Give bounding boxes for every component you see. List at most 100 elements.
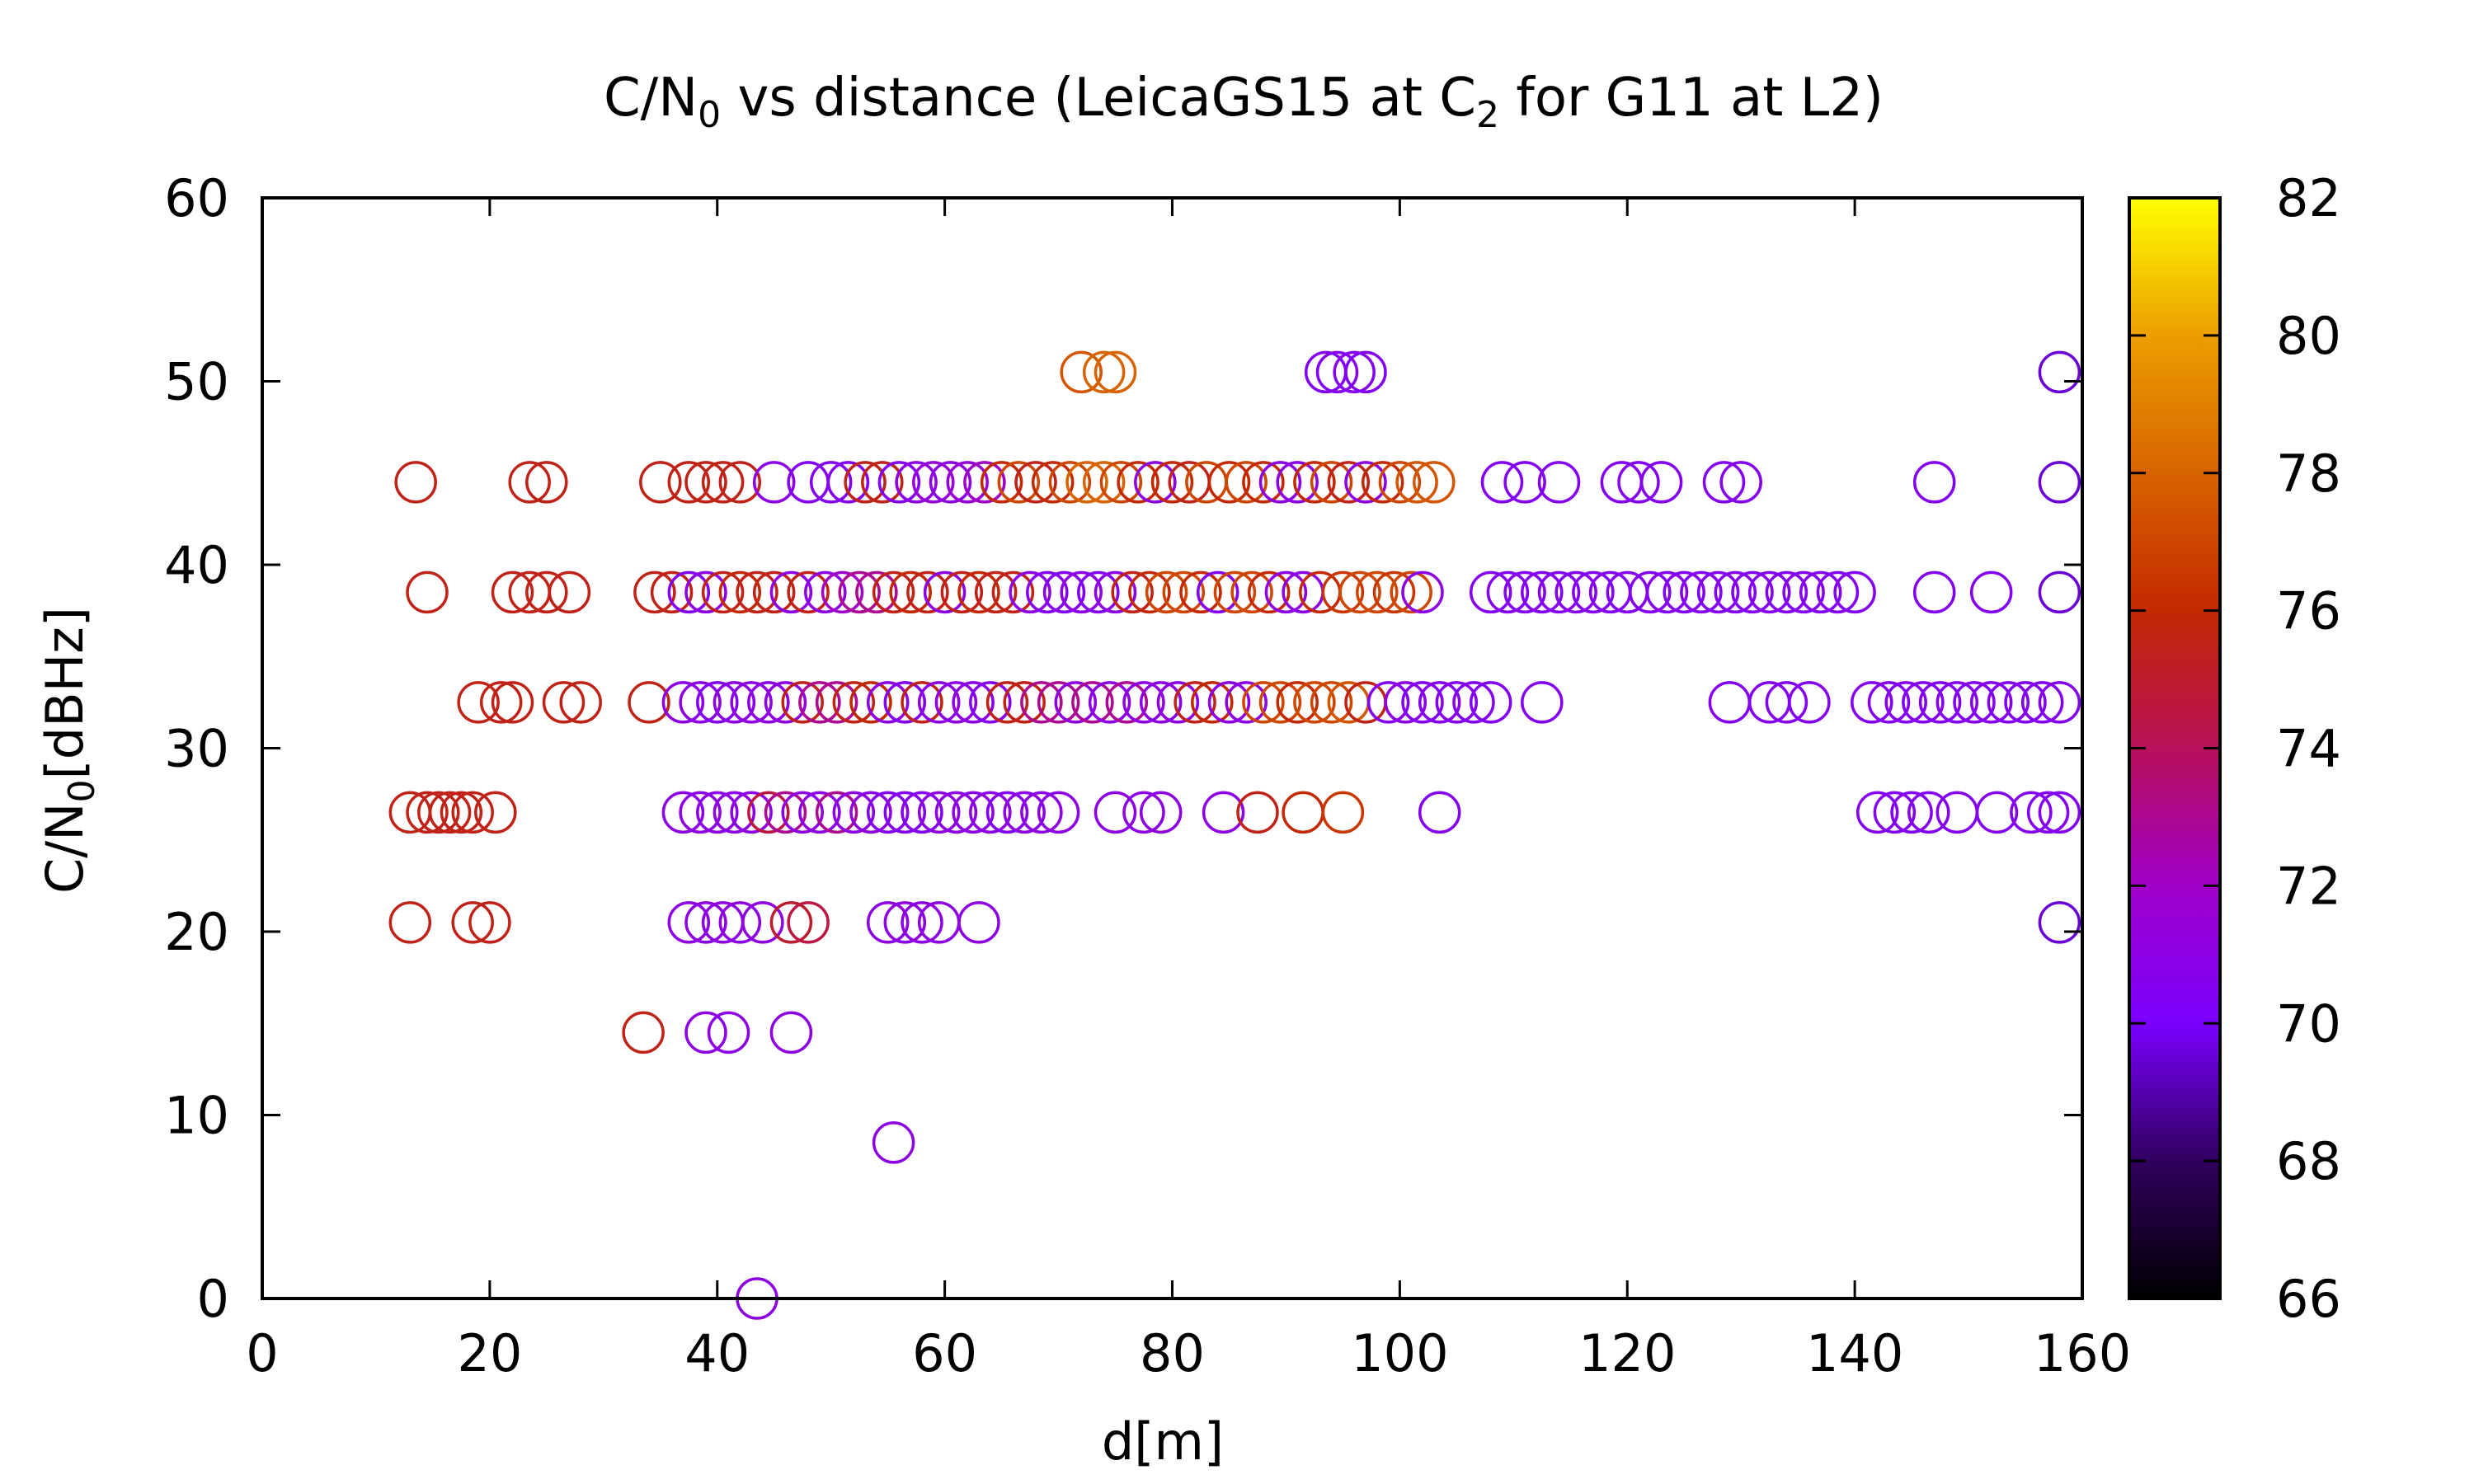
data-point <box>491 681 534 724</box>
data-point <box>679 681 722 724</box>
data-point <box>1907 791 1950 834</box>
data-point <box>901 681 943 724</box>
colorbar-tick-label: 66 <box>2276 1269 2341 1329</box>
data-point <box>1293 461 1336 504</box>
colorbar-tick-label: 76 <box>2276 581 2341 641</box>
x-tick-label: 0 <box>246 1323 278 1383</box>
data-point <box>428 791 472 834</box>
data-point <box>1384 681 1427 724</box>
data-point <box>633 571 676 614</box>
data-point <box>718 901 762 944</box>
data-point <box>1094 350 1137 394</box>
data-point <box>2038 350 2081 394</box>
data-point <box>491 571 534 614</box>
data-point <box>1617 461 1660 504</box>
data-point <box>2038 461 2081 504</box>
data-point <box>991 571 1035 614</box>
data-point <box>696 681 739 724</box>
data-point <box>889 571 932 614</box>
data-point <box>1366 681 1410 724</box>
data-point <box>2038 901 2081 944</box>
data-point <box>1236 791 1279 834</box>
y-tick-label: 30 <box>164 719 229 779</box>
data-point <box>1799 571 1842 614</box>
data-point <box>883 681 927 724</box>
y-tick-label: 40 <box>164 535 229 595</box>
data-point <box>1537 571 1581 614</box>
data-point <box>963 461 1006 504</box>
data-point <box>861 461 904 504</box>
x-tick-label: 100 <box>1351 1323 1448 1383</box>
data-point <box>1191 681 1234 724</box>
data-point <box>741 901 784 944</box>
data-point <box>1953 681 1996 724</box>
data-point <box>1338 571 1381 614</box>
data-point <box>730 681 773 724</box>
data-point <box>1128 571 1171 614</box>
data-point <box>1060 350 1103 394</box>
data-point <box>1912 461 1956 504</box>
data-point <box>684 1011 727 1054</box>
data-point <box>713 791 756 834</box>
y-tick-label: 0 <box>197 1269 229 1329</box>
data-point <box>769 571 813 614</box>
data-point <box>1037 791 1080 834</box>
x-tick-label: 120 <box>1578 1323 1676 1383</box>
x-tick-label: 40 <box>684 1323 750 1383</box>
data-point <box>2020 681 2064 724</box>
colorbar-tick-label: 82 <box>2276 168 2341 228</box>
data-point <box>946 461 989 504</box>
data-point <box>1134 461 1177 504</box>
data-point <box>1003 681 1046 724</box>
data-point <box>394 461 437 504</box>
data-point <box>701 461 745 504</box>
data-point <box>679 791 722 834</box>
data-point <box>508 571 551 614</box>
data-point <box>1077 571 1120 614</box>
data-point <box>1833 571 1876 614</box>
data-point <box>1099 461 1143 504</box>
data-point <box>718 461 762 504</box>
data-point <box>821 571 864 614</box>
data-point <box>912 461 955 504</box>
data-point <box>804 571 847 614</box>
data-point <box>849 681 892 724</box>
y-tick-label: 60 <box>164 168 229 228</box>
data-point <box>1708 681 1752 724</box>
data-point <box>1344 350 1387 394</box>
data-point <box>1122 681 1165 724</box>
data-point <box>923 571 967 614</box>
data-point <box>1020 681 1063 724</box>
data-point <box>667 571 711 614</box>
data-point <box>969 681 1012 724</box>
data-point <box>1014 461 1057 504</box>
data-point <box>1782 571 1825 614</box>
data-point <box>1935 681 1979 724</box>
data-point <box>1469 681 1512 724</box>
data-point <box>1935 791 1979 834</box>
data-point <box>1242 681 1285 724</box>
data-point <box>622 1011 665 1054</box>
data-point <box>2038 791 2081 834</box>
data-point <box>1537 461 1581 504</box>
plot-frame <box>261 196 2084 1300</box>
data-point <box>769 901 813 944</box>
data-point <box>1361 461 1404 504</box>
data-point <box>1054 681 1098 724</box>
data-point <box>1639 461 1683 504</box>
data-point <box>1731 571 1774 614</box>
data-point <box>440 791 483 834</box>
data-point <box>985 791 1029 834</box>
data-point <box>1747 571 1791 614</box>
data-point <box>684 461 727 504</box>
data-point <box>1225 461 1268 504</box>
data-point <box>1702 461 1746 504</box>
data-point <box>1554 571 1597 614</box>
data-point <box>1503 461 1546 504</box>
data-point <box>1902 681 1945 724</box>
colorbar-tick-label: 70 <box>2276 993 2341 1054</box>
data-point <box>1663 571 1705 614</box>
data-point <box>707 1011 750 1054</box>
data-point <box>872 571 915 614</box>
data-point <box>1202 791 1245 834</box>
